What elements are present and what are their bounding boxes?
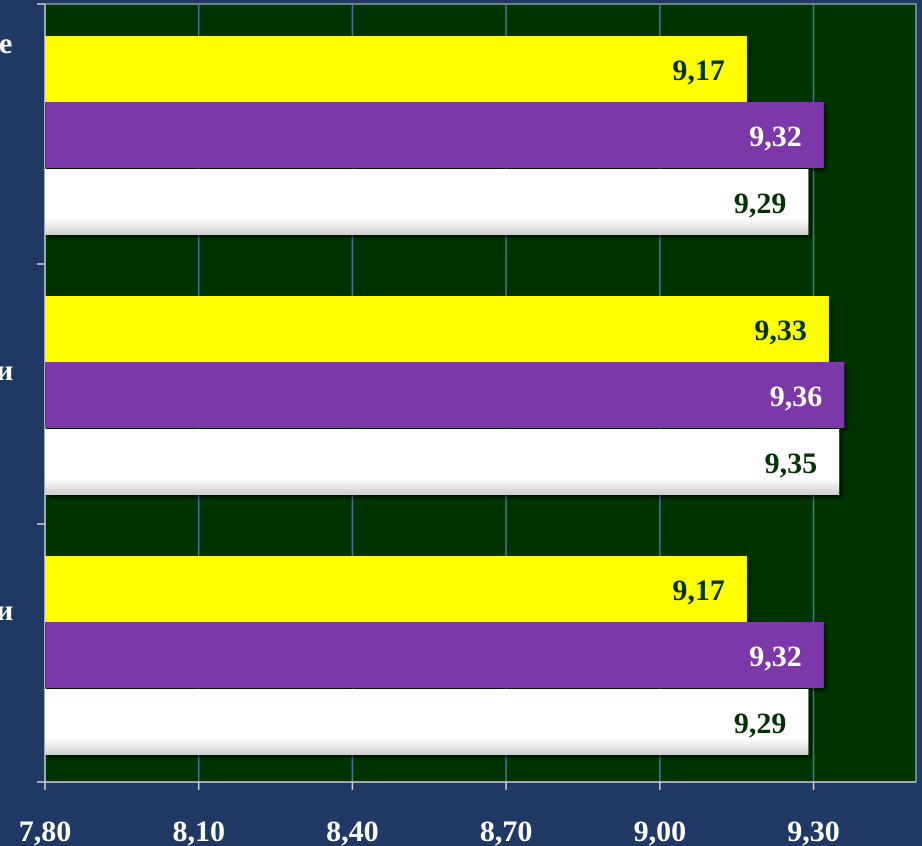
x-tick-label-4: 9,00	[634, 815, 687, 846]
data-label-s3-c2: 9,35	[765, 447, 818, 480]
data-label-s3-c3: 9,29	[734, 707, 787, 740]
bars	[45, 36, 844, 755]
category-label-1: е	[0, 27, 12, 60]
x-tick-label-3: 8,70	[480, 815, 533, 846]
x-tick-labels: 7,80 8,10 8,40 8,70 9,00 9,30	[19, 815, 840, 846]
data-label-s2-c1: 9,32	[749, 120, 802, 153]
data-label-s1-c3: 9,17	[672, 574, 725, 607]
data-label-s1-c2: 9,33	[754, 314, 807, 347]
x-tick-label-5: 9,30	[787, 815, 840, 846]
bar-s1-c1	[45, 36, 747, 102]
bar-s3-c3	[45, 689, 808, 755]
data-label-s2-c2: 9,36	[770, 380, 823, 413]
bar-s3-c1	[45, 169, 808, 235]
category-label-2: и	[0, 354, 13, 387]
data-label-s3-c1: 9,29	[734, 187, 787, 220]
x-tick-label-2: 8,40	[326, 815, 379, 846]
bar-s1-c2	[45, 296, 829, 362]
data-label-s2-c3: 9,32	[749, 640, 802, 673]
x-tick-label-0: 7,80	[19, 815, 72, 846]
bar-s2-c3	[45, 622, 824, 688]
bar-s2-c1	[45, 102, 824, 168]
bar-s1-c3	[45, 556, 747, 622]
x-tick-label-1: 8,10	[172, 815, 225, 846]
bar-s3-c2	[45, 429, 839, 495]
category-labels: е и и	[0, 27, 13, 627]
data-label-s1-c1: 9,17	[672, 54, 725, 87]
category-label-3: и	[0, 594, 13, 627]
bar-s2-c2	[45, 362, 844, 428]
